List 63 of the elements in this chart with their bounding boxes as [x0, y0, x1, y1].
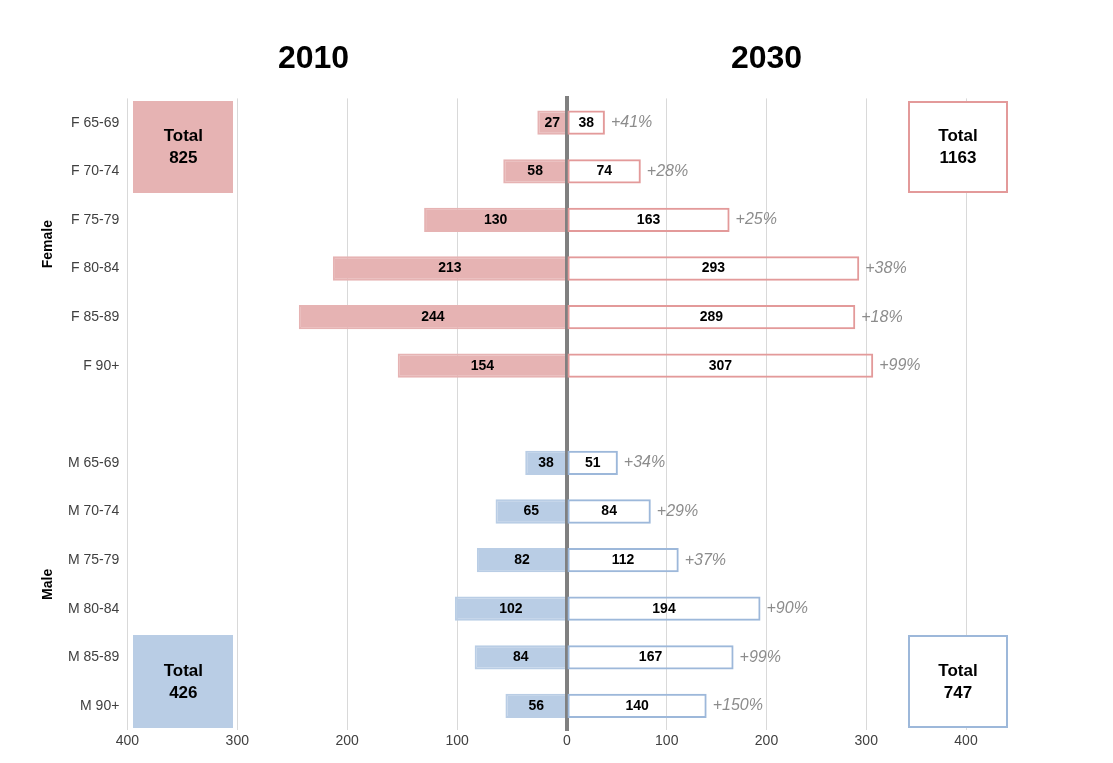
x-tick-label: 200: [335, 732, 360, 749]
data-label: 293: [701, 259, 726, 276]
annotation: +29%: [656, 501, 699, 519]
data-label: 163: [636, 210, 661, 227]
data-label: 307: [708, 356, 733, 373]
text: Female: [38, 219, 55, 269]
data-label: 213: [438, 259, 462, 276]
chart-title: 2030: [730, 39, 803, 76]
y-tick-label: M 85-89: [68, 648, 120, 665]
y-tick-label: F 85-89: [71, 307, 120, 324]
data-label: 154: [470, 356, 495, 373]
annotation: +28%: [646, 161, 689, 179]
annotation: Total 426: [163, 659, 204, 704]
data-label: 194: [652, 599, 676, 616]
data-label: 112: [611, 550, 635, 567]
y-tick-label: M 90+: [80, 696, 120, 713]
x-tick-label: 100: [655, 732, 679, 749]
y-tick-label: M 75-79: [68, 550, 120, 567]
data-label: 102: [499, 599, 523, 616]
x-tick-label: 300: [854, 732, 879, 749]
annotation: +90%: [766, 599, 808, 617]
y-tick-label: M 80-84: [68, 599, 120, 616]
x-tick-label: 100: [445, 732, 469, 749]
x-tick-label: 0: [563, 732, 572, 749]
data-label: 289: [699, 307, 724, 324]
annotation: +25%: [735, 210, 777, 228]
annotation: +34%: [623, 453, 666, 471]
x-tick-label: 300: [225, 732, 250, 749]
annotation: +41%: [610, 113, 653, 131]
y-tick-label: M 70-74: [68, 502, 120, 519]
data-label: 27: [544, 113, 561, 130]
annotation: Total 825: [163, 125, 204, 169]
x-tick-label: 200: [754, 732, 779, 749]
y-tick-label: F 75-79: [71, 210, 120, 227]
data-label: 244: [421, 307, 445, 324]
annotation: +99%: [739, 647, 781, 665]
chart-title: 2010: [277, 39, 350, 76]
annotation: +38%: [865, 258, 907, 276]
x-tick-label: 400: [954, 732, 978, 749]
y-tick-label: M 65-69: [68, 453, 120, 470]
data-label: 130: [483, 210, 508, 227]
y-tick-label: F 80-84: [71, 259, 120, 276]
text: Male: [38, 568, 55, 600]
annotation: +150%: [712, 696, 763, 714]
annotation: +37%: [684, 550, 727, 568]
annotation: Total 1163: [938, 125, 978, 169]
data-label: 58: [527, 162, 544, 179]
data-label: 84: [513, 648, 529, 665]
data-label: 140: [625, 696, 649, 713]
data-label: 56: [528, 696, 545, 713]
data-label: 84: [601, 502, 618, 519]
data-label: 65: [523, 502, 540, 519]
y-tick-label: F 65-69: [71, 113, 120, 130]
annotation: +18%: [861, 307, 903, 325]
x-tick-label: 400: [115, 732, 140, 749]
data-label: 167: [638, 648, 663, 665]
data-label: 82: [514, 550, 530, 567]
y-tick-label: F 90+: [83, 356, 120, 373]
data-label: 74: [596, 162, 613, 179]
annotation: Total 747: [938, 659, 978, 704]
annotation: +99%: [879, 356, 921, 374]
data-label: 38: [538, 453, 555, 470]
y-tick-label: F 70-74: [71, 162, 120, 179]
